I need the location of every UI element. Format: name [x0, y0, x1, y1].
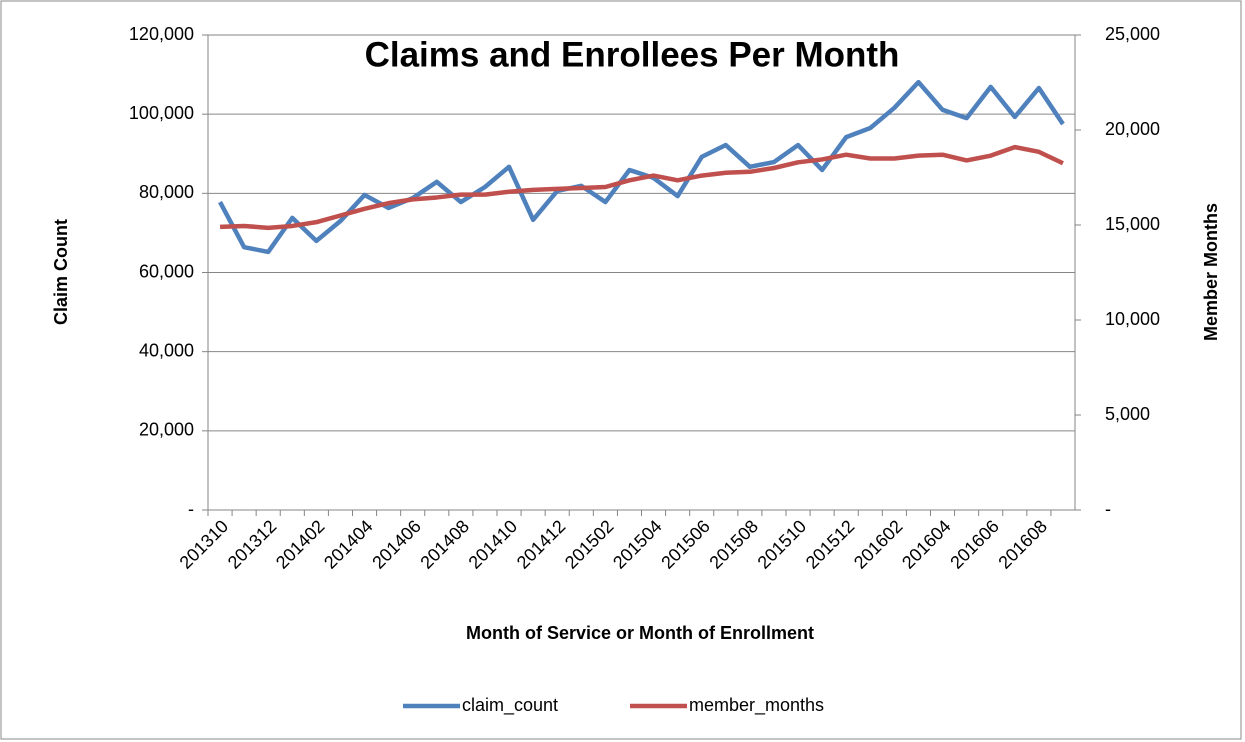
- series-line: [219, 144, 1064, 231]
- chart-title: Claims and Enrollees Per Month: [365, 35, 900, 74]
- legend-label: claim_count: [462, 695, 558, 716]
- y2-tick-label: 20,000: [1105, 119, 1160, 139]
- y-tick-label: -: [188, 499, 194, 519]
- y-axis-title: Claim Count: [51, 219, 71, 325]
- x-axis-title: Month of Service or Month of Enrollment: [466, 623, 814, 643]
- series-line: [218, 79, 1065, 255]
- y2-tick-label: 15,000: [1105, 214, 1160, 234]
- y2-tick-label: 10,000: [1105, 309, 1160, 329]
- y-tick-label: 120,000: [129, 24, 194, 44]
- y2-tick-label: -: [1105, 499, 1111, 519]
- y2-tick-label: 25,000: [1105, 24, 1160, 44]
- y-tick-label: 40,000: [139, 340, 194, 360]
- y2-axis-title: Member Months: [1201, 203, 1221, 341]
- y-tick-label: 60,000: [139, 261, 194, 281]
- y-tick-label: 80,000: [139, 182, 194, 202]
- legend-label: member_months: [689, 695, 824, 716]
- y-tick-label: 100,000: [129, 103, 194, 123]
- y2-tick-label: 5,000: [1105, 404, 1150, 424]
- y-tick-label: 20,000: [139, 420, 194, 440]
